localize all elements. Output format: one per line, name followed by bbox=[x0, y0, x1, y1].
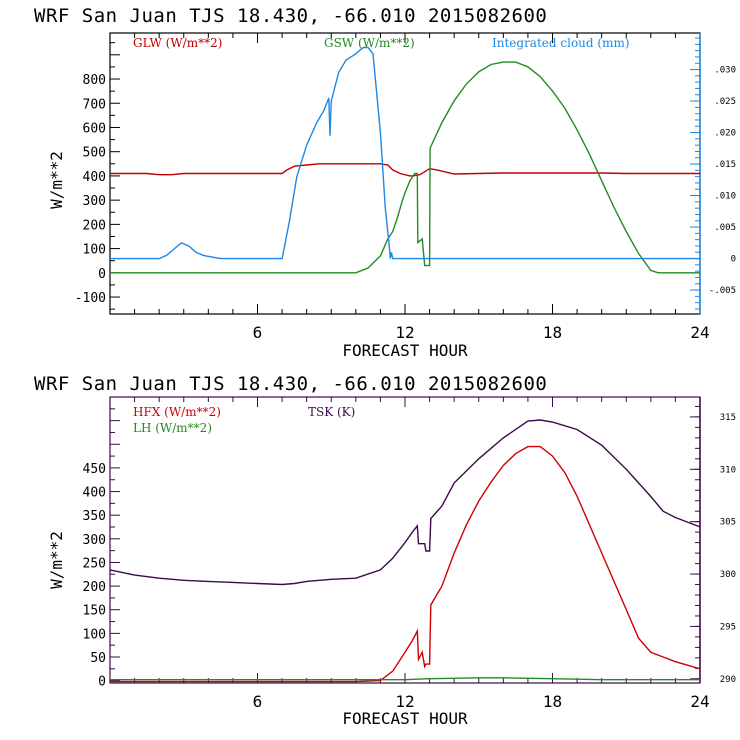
bottom-y-tick-label: 150 bbox=[83, 604, 106, 619]
top-x-axis: 6 12 18 24 bbox=[109, 33, 710, 342]
top-x-tick-label: 24 bbox=[690, 323, 709, 342]
bottom-x-tick-label: 18 bbox=[543, 692, 562, 711]
bottom-y-tick-label: 250 bbox=[83, 556, 106, 571]
bottom-series-group bbox=[109, 419, 701, 683]
series-integrated-cloud-line bbox=[110, 46, 700, 260]
bottom-chart-title: WRF San Juan TJS 18.430, -66.010 2015082… bbox=[34, 373, 547, 395]
top-y2-axis: -.005 0 .005 .010 .015 .020 .025 .030 bbox=[690, 33, 736, 314]
top-y-axis: -100 0 100 200 300 400 500 600 700 800 bbox=[75, 42, 120, 310]
bottom-chart: WRF San Juan TJS 18.430, -66.010 2015082… bbox=[34, 373, 736, 728]
bottom-x-axis-label: FORECAST HOUR bbox=[342, 709, 468, 728]
top-y-tick-label: 700 bbox=[83, 97, 106, 112]
top-y2-tick-label: .030 bbox=[714, 66, 736, 76]
top-x-axis-label: FORECAST HOUR bbox=[342, 341, 468, 360]
top-y-tick-label: 600 bbox=[83, 121, 106, 136]
top-y-tick-label: 500 bbox=[83, 146, 106, 161]
top-y2-tick-label: .015 bbox=[714, 160, 736, 170]
top-y2-tick-label: 0 bbox=[731, 255, 736, 265]
bottom-x-tick-label: 6 bbox=[253, 692, 263, 711]
top-y-tick-label: 400 bbox=[83, 170, 106, 185]
bottom-x-tick-label: 24 bbox=[690, 692, 709, 711]
top-y-tick-label: 0 bbox=[98, 267, 106, 282]
legend-lh: LH (W/m**2) bbox=[133, 421, 212, 435]
bottom-y-tick-label: 0 bbox=[98, 675, 106, 690]
top-y-tick-label: 800 bbox=[83, 73, 106, 88]
bottom-y-tick-label: 450 bbox=[83, 462, 106, 477]
bottom-y2-tick-label: 300 bbox=[720, 570, 736, 580]
legend-tsk: TSK (K) bbox=[308, 405, 355, 419]
top-y-tick-label: 100 bbox=[83, 243, 106, 258]
top-y2-tick-label: .025 bbox=[714, 97, 736, 107]
bottom-y-axis-label: W/m**2 bbox=[47, 531, 66, 589]
bottom-y2-axis: 290 295 300 305 310 315 bbox=[690, 397, 736, 685]
bottom-y2-tick-label: 315 bbox=[720, 413, 736, 423]
bottom-y-tick-label: 400 bbox=[83, 486, 106, 501]
bottom-plot-frame bbox=[109, 396, 701, 684]
top-y-tick-label: -100 bbox=[75, 291, 106, 306]
top-chart: WRF San Juan TJS 18.430, -66.010 2015082… bbox=[34, 5, 736, 360]
series-glw-line bbox=[110, 163, 700, 177]
bottom-x-tick-label: 12 bbox=[395, 692, 414, 711]
bottom-y2-tick-label: 305 bbox=[720, 518, 736, 528]
top-x-tick-label: 12 bbox=[395, 323, 414, 342]
series-tsk-line bbox=[109, 419, 701, 586]
bottom-y-tick-label: 300 bbox=[83, 533, 106, 548]
bottom-y2-tick-label: 295 bbox=[720, 622, 736, 632]
bottom-y-tick-label: 100 bbox=[83, 627, 106, 642]
bottom-y-tick-label: 350 bbox=[83, 509, 106, 524]
series-hfx-line bbox=[110, 445, 701, 683]
top-series-group bbox=[110, 46, 700, 274]
bottom-y2-tick-label: 310 bbox=[720, 465, 736, 475]
top-y-tick-label: 300 bbox=[83, 194, 106, 209]
series-lh-line bbox=[110, 677, 700, 681]
top-x-tick-label: 18 bbox=[543, 323, 562, 342]
bottom-y-tick-label: 50 bbox=[90, 651, 106, 666]
series-gsw-line bbox=[110, 61, 700, 274]
legend-hfx: HFX (W/m**2) bbox=[133, 405, 221, 419]
bottom-x-axis: 6 12 18 24 bbox=[109, 397, 710, 711]
bottom-y2-tick-label: 290 bbox=[720, 675, 736, 685]
top-y2-tick-label: -.005 bbox=[709, 286, 736, 296]
top-y-tick-label: 200 bbox=[83, 218, 106, 233]
top-chart-title: WRF San Juan TJS 18.430, -66.010 2015082… bbox=[34, 5, 547, 27]
bottom-y-tick-label: 200 bbox=[83, 580, 106, 595]
top-y-axis-label: W/m**2 bbox=[47, 151, 66, 209]
top-y2-tick-label: .010 bbox=[714, 192, 736, 202]
legend-gsw: GSW (W/m**2) bbox=[324, 36, 415, 50]
top-y2-tick-label: .020 bbox=[714, 129, 736, 139]
top-x-tick-label: 6 bbox=[253, 323, 263, 342]
bottom-y-axis: 0 50 100 150 200 250 300 350 400 450 bbox=[83, 396, 120, 690]
top-y2-tick-label: .005 bbox=[714, 223, 736, 233]
legend-cloud: Integrated cloud (mm) bbox=[492, 36, 630, 50]
legend-glw: GLW (W/m**2) bbox=[133, 36, 222, 50]
